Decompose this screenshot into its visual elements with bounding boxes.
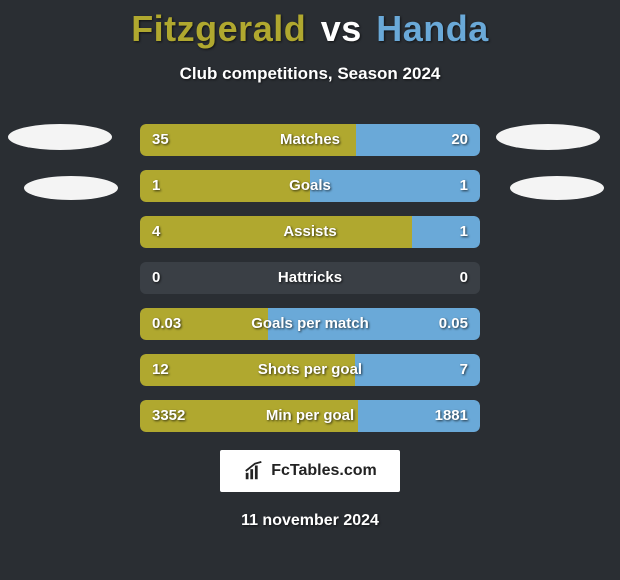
vs-text: vs [321,8,362,49]
decoration-ellipse-mid-right [510,176,604,200]
stat-row: Min per goal3352 1881 [140,400,480,432]
stat-label: Matches [140,124,480,156]
decoration-ellipse-mid-left [24,176,118,200]
stat-row: Goals1 1 [140,170,480,202]
stat-value-right: 20 [451,124,468,156]
stat-value-right: 1 [460,170,468,202]
stat-label: Min per goal [140,400,480,432]
watermark-text: FcTables.com [271,462,377,480]
stat-value-right: 1 [460,216,468,248]
decoration-ellipse-top-left [8,124,112,150]
stat-value-left: 4 [152,216,160,248]
stats-container: Matches3520Goals11Assists41Hattricks00Go… [140,124,480,432]
stat-value-left: 3352 [152,400,185,432]
stat-label: Assists [140,216,480,248]
stat-label: Goals per match [140,308,480,340]
stat-value-left: 0.03 [152,308,181,340]
date-text: 11 november 2024 [0,512,620,530]
chart-icon [243,460,265,482]
stat-label: Goals [140,170,480,202]
stat-value-left: 0 [152,262,160,294]
stat-value-right: 7 [460,354,468,386]
player1-name: Fitzgerald [131,8,306,49]
comparison-title: Fitzgerald vs Handa [0,0,620,50]
player2-name: Handa [376,8,489,49]
stat-value-right: 0.05 [439,308,468,340]
decoration-ellipse-top-right [496,124,600,150]
stat-label: Shots per goal [140,354,480,386]
subtitle: Club competitions, Season 2024 [0,64,620,84]
watermark-badge: FcTables.com [220,450,400,492]
stat-value-left: 35 [152,124,169,156]
stat-row: Hattricks0 0 [140,262,480,294]
stat-row: Shots per goal12 7 [140,354,480,386]
stat-label: Hattricks [140,262,480,294]
stat-value-right: 0 [460,262,468,294]
stat-row: Goals per match0.03 0.05 [140,308,480,340]
stat-value-left: 12 [152,354,169,386]
stat-value-right: 1881 [435,400,468,432]
stat-value-left: 1 [152,170,160,202]
stat-row: Matches35 20 [140,124,480,156]
stat-row: Assists4 1 [140,216,480,248]
